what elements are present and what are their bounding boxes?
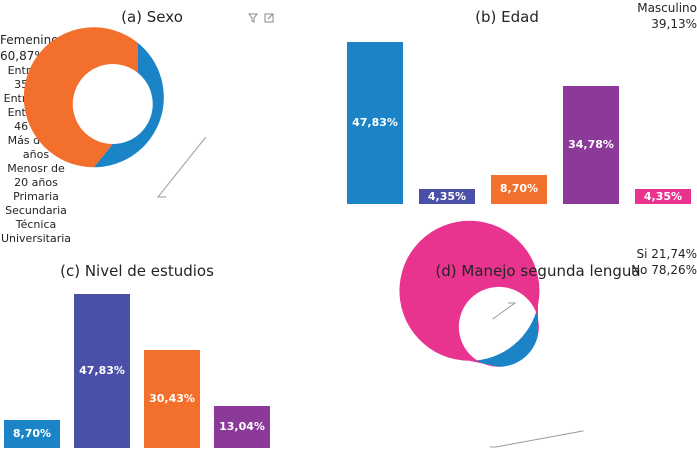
donut-slice bbox=[399, 220, 540, 367]
filter-icon[interactable] bbox=[248, 13, 274, 23]
chart-title: (c) Nivel de estudios bbox=[60, 262, 214, 280]
category-label: Masculino bbox=[637, 1, 697, 15]
value-label: 4,35% bbox=[427, 189, 467, 203]
value-label: 60,87% bbox=[0, 49, 46, 63]
bar bbox=[563, 86, 619, 204]
bar bbox=[347, 42, 403, 204]
value-label: 8,70% bbox=[12, 426, 52, 440]
value-label: 21,74% bbox=[651, 247, 697, 261]
leader-line bbox=[490, 430, 584, 448]
bar bbox=[491, 174, 547, 204]
data-label: Femenino 60,87% bbox=[0, 32, 697, 64]
value-label: 47,83% bbox=[352, 116, 398, 129]
value-label: 34,78% bbox=[568, 138, 614, 152]
bar bbox=[74, 294, 130, 448]
leader-line bbox=[492, 302, 517, 320]
value-label: 4,35% bbox=[643, 189, 683, 203]
x-tick-label: Secundaria bbox=[5, 204, 67, 217]
data-label: Masculino 39,13% bbox=[0, 0, 697, 32]
chart-title: (b) Edad bbox=[475, 8, 539, 26]
data-label: No 78,26% bbox=[0, 262, 697, 278]
data-label: Si 21,74% bbox=[0, 246, 697, 262]
chart-title: (d) Manejo segunda lengua bbox=[435, 262, 641, 280]
donut-slice bbox=[23, 27, 138, 168]
category-label: Si bbox=[636, 247, 648, 261]
donut-slice bbox=[469, 305, 538, 367]
value-label: 47,83% bbox=[79, 364, 125, 377]
x-tick-label: Menosr de 20 años bbox=[7, 162, 65, 189]
value-label: 8,70% bbox=[499, 182, 539, 196]
bar bbox=[4, 419, 60, 448]
donut-slice bbox=[93, 43, 164, 168]
bar bbox=[144, 350, 200, 448]
bar bbox=[635, 189, 691, 204]
bar bbox=[419, 189, 475, 204]
x-tick-label: Universitaria bbox=[0, 232, 72, 245]
value-label: 78,26% bbox=[651, 263, 697, 277]
x-tick-label: Técnica bbox=[15, 218, 57, 231]
value-label: 39,13% bbox=[651, 17, 697, 31]
leader-line bbox=[156, 136, 207, 198]
chart-title: (a) Sexo bbox=[121, 8, 183, 26]
category-label: No bbox=[631, 263, 648, 277]
value-label: 13,04% bbox=[219, 420, 265, 433]
category-label: Femenino bbox=[0, 33, 59, 47]
value-label: 30,43% bbox=[149, 392, 195, 405]
bar bbox=[214, 406, 270, 448]
x-tick-label: Primaria bbox=[13, 190, 59, 203]
